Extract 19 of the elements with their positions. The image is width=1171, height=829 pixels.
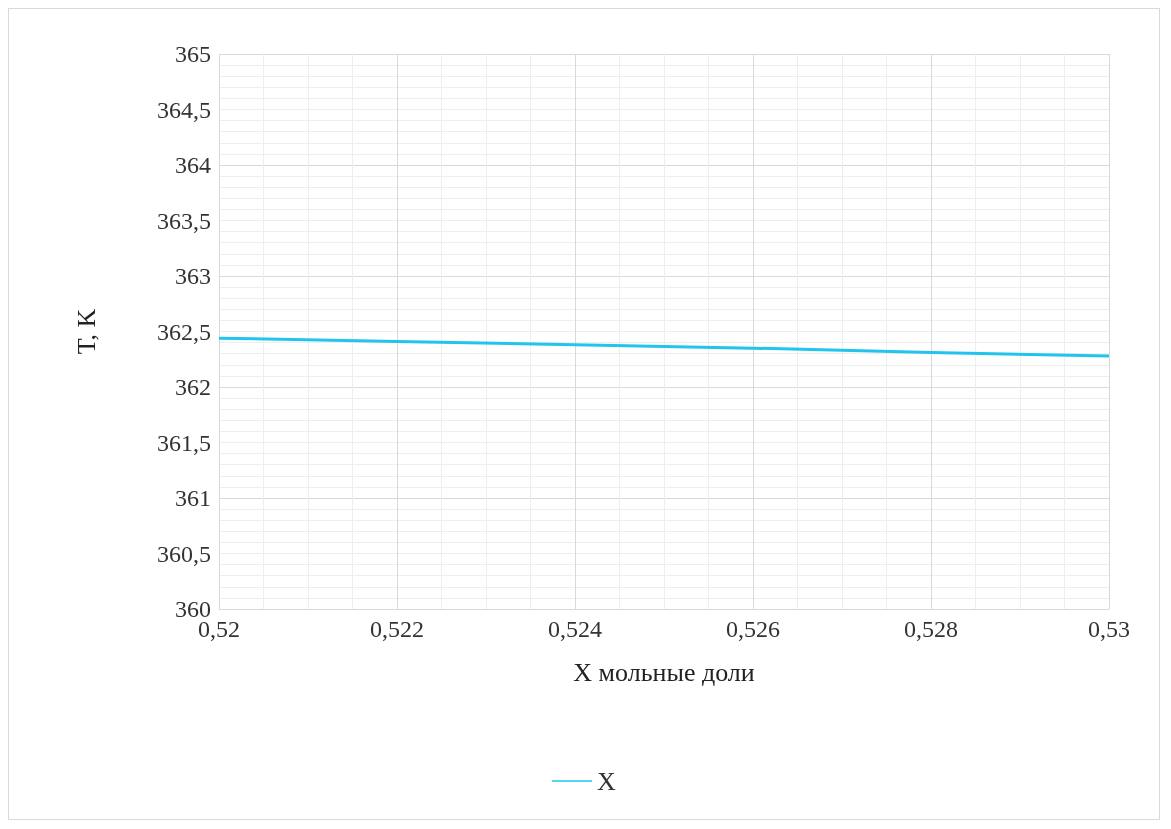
y-tick-label: 362 xyxy=(175,374,211,400)
y-tick-label: 363 xyxy=(175,263,211,289)
x-tick-label: 0,526 xyxy=(726,616,780,642)
y-tick-label: 365 xyxy=(175,41,211,67)
y-tick-label: 362,5 xyxy=(157,318,211,345)
x-tick-label: 0,524 xyxy=(548,616,602,642)
line-series xyxy=(217,336,1111,358)
y-axis-title: T, K xyxy=(71,308,101,355)
x-tick-label: 0,53 xyxy=(1088,616,1130,642)
y-tick-label: 364,5 xyxy=(157,96,211,123)
legend-label: X xyxy=(597,766,617,796)
x-tick-label: 0,522 xyxy=(370,616,424,642)
y-tick-label: 360,5 xyxy=(157,540,211,567)
y-tick-label: 361 xyxy=(175,485,211,511)
x-tick-label: 0,528 xyxy=(904,616,958,642)
y-tick-label: 363,5 xyxy=(157,207,211,234)
y-tick-label: 361,5 xyxy=(157,429,211,456)
y-tick-label: 364 xyxy=(175,152,211,178)
x-axis-title: X мольные доли xyxy=(573,657,755,687)
